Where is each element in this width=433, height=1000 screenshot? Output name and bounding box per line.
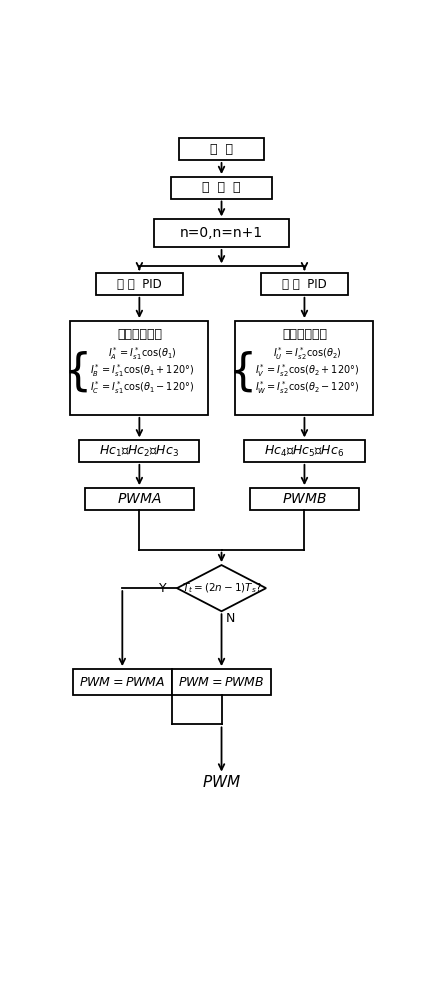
Text: $I_W^* = I_{s2}^*\cos(\theta_2-120°)$: $I_W^* = I_{s2}^*\cos(\theta_2-120°)$	[255, 380, 360, 396]
Text: $PWM=PWMA$: $PWM=PWMA$	[79, 676, 165, 689]
Text: $Hc_4$、$Hc_5$、$Hc_6$: $Hc_4$、$Hc_5$、$Hc_6$	[265, 444, 345, 459]
Text: 电 流  PID: 电 流 PID	[117, 278, 162, 291]
Text: N: N	[226, 612, 236, 625]
Bar	[250, 488, 359, 510]
Bar	[85, 488, 194, 510]
Text: 三相参考电流: 三相参考电流	[117, 328, 162, 341]
Bar	[71, 321, 208, 415]
Bar	[236, 321, 373, 415]
Text: $I_U^* = I_{s2}^*\cos(\theta_2)$: $I_U^* = I_{s2}^*\cos(\theta_2)$	[273, 346, 342, 362]
Polygon shape	[177, 565, 266, 611]
Text: 初  始  化: 初 始 化	[202, 181, 241, 194]
Text: $PWMA$: $PWMA$	[117, 492, 162, 506]
Bar	[172, 669, 271, 695]
Text: $T_t=(2n-1)T_s?$: $T_t=(2n-1)T_s?$	[181, 581, 262, 595]
Bar	[179, 138, 264, 160]
Text: $I_B^* = I_{s1}^*\cos(\theta_1+120°)$: $I_B^* = I_{s1}^*\cos(\theta_1+120°)$	[90, 363, 194, 379]
Text: {: {	[228, 350, 257, 393]
Bar	[261, 273, 348, 295]
Bar	[96, 273, 183, 295]
Text: Y: Y	[159, 582, 167, 595]
Text: 电 流  PID: 电 流 PID	[282, 278, 327, 291]
Text: $PWMB$: $PWMB$	[282, 492, 327, 506]
Text: $PWM=PWMB$: $PWM=PWMB$	[178, 676, 265, 689]
Bar	[154, 219, 289, 247]
Text: $PWM$: $PWM$	[202, 774, 241, 790]
Text: 三相参考电流: 三相参考电流	[282, 328, 327, 341]
Text: $I_C^* = I_{s1}^*\cos(\theta_1-120°)$: $I_C^* = I_{s1}^*\cos(\theta_1-120°)$	[90, 380, 194, 396]
Text: $I_A^* = I_{s1}^*\cos(\theta_1)$: $I_A^* = I_{s1}^*\cos(\theta_1)$	[108, 346, 177, 362]
Bar	[171, 177, 272, 199]
Text: 开  始: 开 始	[210, 143, 233, 156]
Bar	[244, 440, 365, 462]
Text: {: {	[63, 350, 91, 393]
Text: $Hc_1$、$Hc_2$、$Hc_3$: $Hc_1$、$Hc_2$、$Hc_3$	[99, 444, 179, 459]
Bar	[79, 440, 200, 462]
Bar	[73, 669, 172, 695]
Text: $I_V^* = I_{s2}^*\cos(\theta_2+120°)$: $I_V^* = I_{s2}^*\cos(\theta_2+120°)$	[255, 363, 360, 379]
Text: n=0,n=n+1: n=0,n=n+1	[180, 226, 263, 240]
